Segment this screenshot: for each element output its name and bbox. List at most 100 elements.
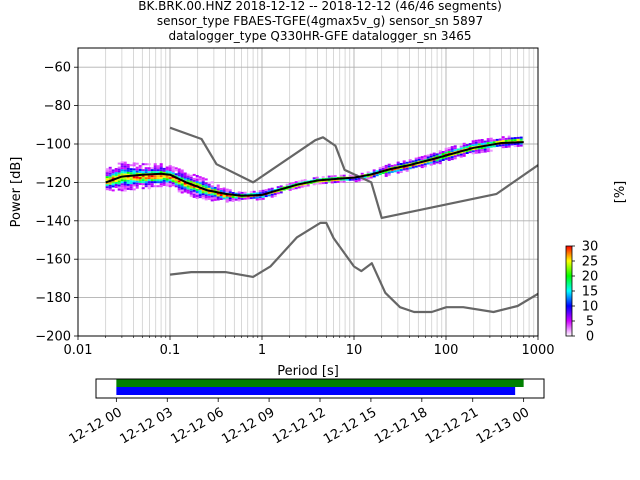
ppsd-bin xyxy=(216,198,220,201)
ppsd-bin xyxy=(360,178,364,181)
ppsd-bin xyxy=(483,142,487,145)
ppsd-bin xyxy=(351,174,355,177)
ppsd-bin xyxy=(498,138,502,141)
ppsd-bin xyxy=(474,151,478,154)
ppsd-bin xyxy=(147,179,151,182)
ppsd-bin xyxy=(261,195,265,198)
ppsd-bin xyxy=(408,159,412,162)
ppsd-bin xyxy=(390,168,394,171)
ppsd-bin xyxy=(111,177,115,180)
ppsd-bin xyxy=(279,189,283,192)
ppsd-bin xyxy=(159,181,163,184)
ppsd-bin xyxy=(321,182,325,185)
ppsd-bin xyxy=(138,167,142,169)
ppsd-bin xyxy=(159,163,163,166)
ppsd-bin xyxy=(405,167,409,170)
ppsd-bin xyxy=(351,178,355,181)
ppsd-bin xyxy=(189,190,193,193)
ppsd-bin xyxy=(459,155,463,158)
ppsd-bin xyxy=(135,170,139,173)
ppsd-bin xyxy=(105,186,109,189)
ppsd-bin xyxy=(333,181,337,184)
ppsd-bin xyxy=(474,147,478,150)
ppsd-bin xyxy=(333,175,337,178)
ppsd-bin xyxy=(168,167,172,170)
ppsd-bin xyxy=(111,169,115,172)
ppsd-bin xyxy=(315,182,319,185)
ppsd-bin xyxy=(168,185,172,188)
ppsd-bin xyxy=(456,154,460,157)
ppsd-bin xyxy=(105,182,109,185)
ppsd-bin xyxy=(141,171,145,174)
ppsd-bin xyxy=(141,179,145,182)
ppsd-bin xyxy=(258,192,262,195)
ppsd-bin xyxy=(165,178,169,181)
ppsd-bin xyxy=(201,183,205,186)
ppsd-bin xyxy=(147,167,151,170)
ppsd-bin xyxy=(438,160,442,163)
ppsd-bin xyxy=(129,176,133,179)
ppsd-bin xyxy=(183,176,187,179)
ppsd-bin xyxy=(432,152,436,155)
ppsd-bin xyxy=(222,189,226,192)
ppsd-bin xyxy=(390,170,394,173)
ppsd-bin xyxy=(126,187,130,190)
ppsd-bin xyxy=(210,199,214,202)
y-tick-label: −200 xyxy=(35,330,71,345)
ppsd-bin xyxy=(495,140,499,143)
ppsd-bin xyxy=(420,162,424,165)
ppsd-bin xyxy=(117,170,121,173)
ppsd-bin xyxy=(231,196,235,198)
ppsd-bin xyxy=(189,188,193,191)
ppsd-bin xyxy=(210,195,214,198)
ppsd-bin xyxy=(111,185,115,188)
ppsd-bin xyxy=(129,188,133,191)
ppsd-bin xyxy=(159,169,163,172)
ppsd-bin xyxy=(132,188,136,191)
ppsd-bin xyxy=(195,193,199,195)
ppsd-bin xyxy=(213,188,217,191)
ppsd-bin xyxy=(258,198,262,201)
ppsd-bin xyxy=(372,171,376,174)
ppsd-bin xyxy=(519,136,523,139)
ppsd-bin xyxy=(183,174,187,177)
ppsd-bin xyxy=(447,159,451,161)
ppsd-bin xyxy=(192,173,196,176)
ppsd-bin xyxy=(174,179,178,182)
ppsd-bin xyxy=(120,177,124,180)
ppsd-bin xyxy=(519,142,523,145)
ppsd-bin xyxy=(141,163,145,166)
ppsd-bin xyxy=(450,148,454,151)
ppsd-bin xyxy=(396,163,400,166)
ppsd-bin xyxy=(423,165,427,168)
ppsd-bin xyxy=(297,184,301,187)
colorbar-tick-label: 30 xyxy=(582,240,599,255)
ppsd-bin xyxy=(177,172,181,175)
ppsd-bin xyxy=(381,166,385,168)
ppsd-bin xyxy=(162,175,166,178)
ppsd-bin xyxy=(468,145,472,148)
ppsd-bin xyxy=(498,140,502,143)
coverage-tick-label: 12-12 03 xyxy=(118,405,176,447)
ppsd-bin xyxy=(141,175,145,178)
ppsd-bin xyxy=(132,168,136,171)
ppsd-bin xyxy=(123,187,127,190)
ppsd-bin xyxy=(429,155,433,158)
ppsd-bin xyxy=(396,167,400,170)
ppsd-bin xyxy=(198,184,202,187)
ppsd-bin xyxy=(141,169,145,172)
ppsd-bin xyxy=(387,165,391,168)
ppsd-bin xyxy=(303,179,307,182)
ppsd-bin xyxy=(177,174,181,177)
ppsd-bin xyxy=(396,161,400,164)
ppsd-bin xyxy=(417,164,421,167)
ppsd-bin xyxy=(180,171,184,174)
coverage-tick-label: 12-13 00 xyxy=(474,405,532,447)
ppsd-bin xyxy=(198,176,202,179)
ppsd-bin xyxy=(387,171,391,174)
ppsd-bin xyxy=(180,169,184,172)
ppsd-bin xyxy=(393,170,397,173)
ppsd-bin xyxy=(183,186,187,189)
ppsd-bin xyxy=(510,143,514,146)
ppsd-bin xyxy=(501,136,505,139)
